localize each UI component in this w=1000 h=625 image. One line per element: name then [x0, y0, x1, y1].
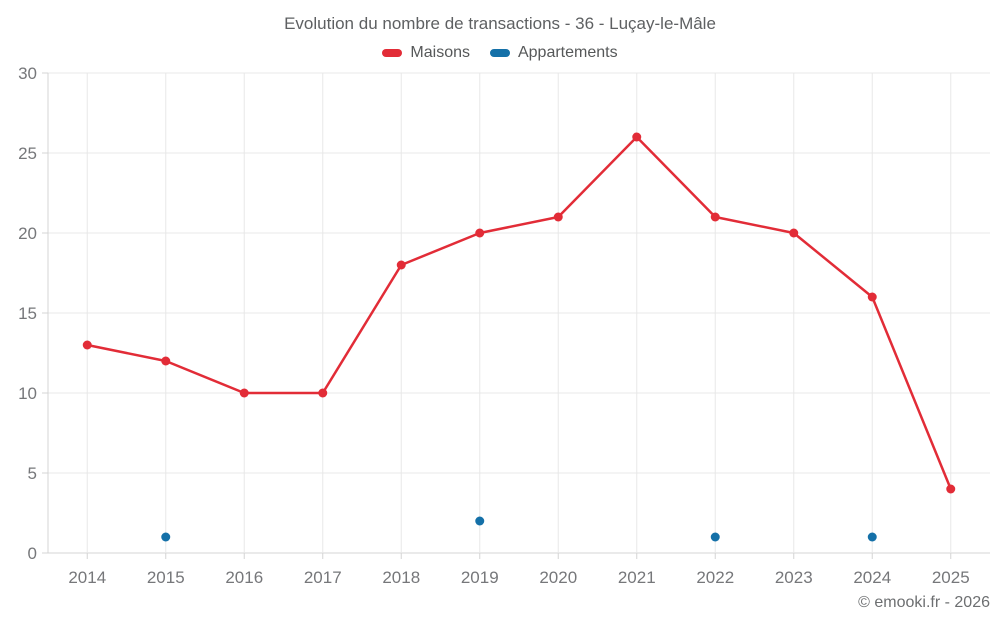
- maisons-line: [86, 135, 952, 491]
- maisons-point[interactable]: [553, 212, 563, 222]
- x-axis-label: 2019: [461, 568, 499, 587]
- appartements-swatch-icon: [489, 49, 510, 57]
- chart-legend: Maisons Appartements: [0, 44, 1000, 62]
- x-axis-label: 2025: [932, 568, 970, 587]
- x-axis-label: 2022: [696, 568, 734, 587]
- maisons-point[interactable]: [161, 356, 171, 366]
- appartements-point[interactable]: [161, 532, 171, 542]
- maisons-point[interactable]: [946, 484, 956, 494]
- legend-item-appartements[interactable]: Appartements: [489, 44, 618, 62]
- y-axis-label: 5: [28, 464, 37, 483]
- legend-label-maisons: Maisons: [410, 44, 470, 61]
- legend-label-appartements: Appartements: [517, 44, 618, 61]
- maisons-point[interactable]: [318, 388, 328, 398]
- x-axis-label: 2015: [147, 568, 185, 587]
- appartements-point[interactable]: [475, 516, 485, 526]
- y-axis-label: 0: [28, 544, 37, 563]
- chart-title: Evolution du nombre de transactions - 36…: [284, 14, 716, 33]
- appartements-point[interactable]: [867, 532, 877, 542]
- maisons-point[interactable]: [867, 292, 877, 302]
- copyright-text: © emooki.fr - 2026: [858, 594, 990, 611]
- maisons-swatch-icon: [382, 49, 403, 57]
- maisons-point[interactable]: [396, 260, 406, 270]
- x-axis-label: 2017: [304, 568, 342, 587]
- legend-item-maisons[interactable]: Maisons: [382, 44, 470, 62]
- y-axis-label: 25: [18, 144, 37, 163]
- maisons-point[interactable]: [632, 132, 642, 142]
- y-axis-label: 30: [18, 64, 37, 83]
- maisons-point[interactable]: [789, 228, 799, 238]
- appartements-point[interactable]: [710, 532, 720, 542]
- x-axis-label: 2016: [225, 568, 263, 587]
- x-axis-label: 2024: [853, 568, 891, 587]
- x-axis-label: 2020: [539, 568, 577, 587]
- x-axis-label: 2023: [775, 568, 813, 587]
- maisons-point[interactable]: [239, 388, 249, 398]
- y-axis-label: 20: [18, 224, 37, 243]
- y-axis-label: 15: [18, 304, 37, 323]
- x-axis-label: 2018: [382, 568, 420, 587]
- y-axis-label: 10: [18, 384, 37, 403]
- x-axis-label: 2014: [68, 568, 106, 587]
- maisons-point[interactable]: [710, 212, 720, 222]
- x-axis-label: 2021: [618, 568, 656, 587]
- maisons-point[interactable]: [82, 340, 92, 350]
- maisons-point[interactable]: [475, 228, 485, 238]
